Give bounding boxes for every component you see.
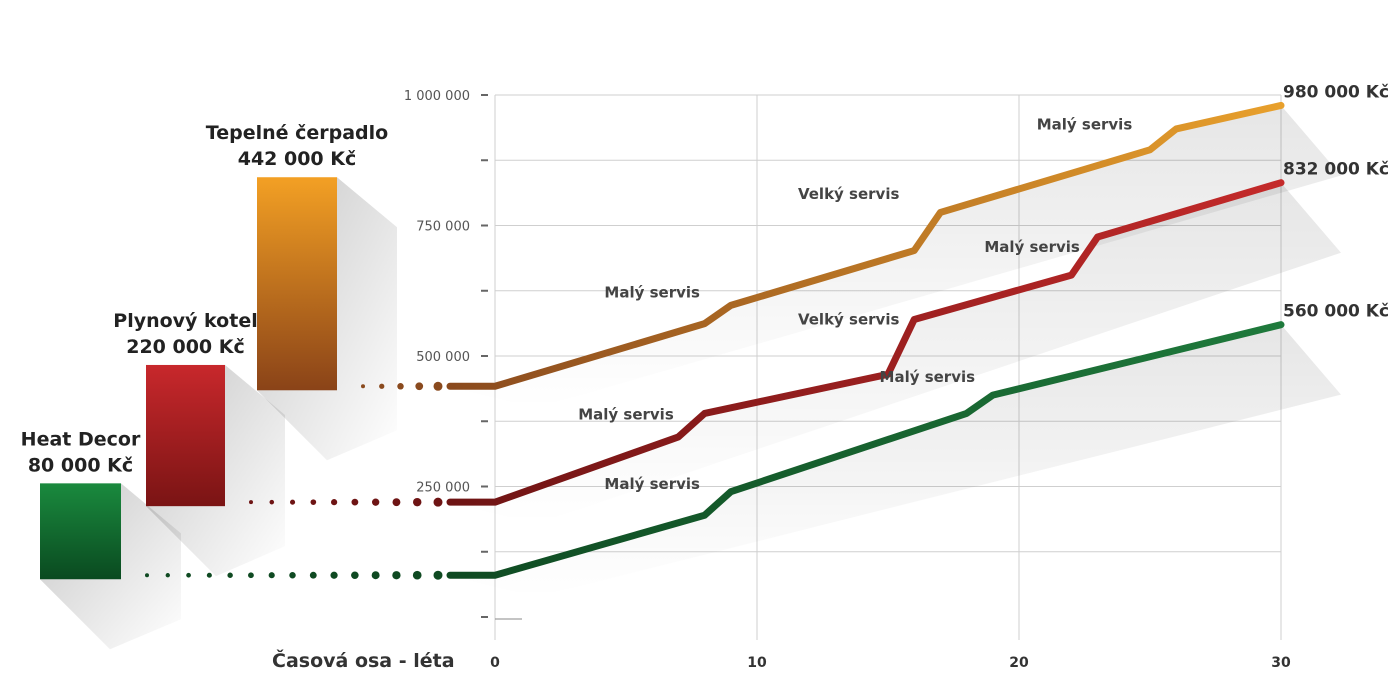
series-end-value: 832 000 Kč bbox=[1283, 160, 1389, 180]
service-annotation: Malý servis bbox=[880, 368, 976, 386]
connector-dot bbox=[397, 383, 404, 390]
connector-dot bbox=[309, 571, 317, 579]
connector-dot bbox=[371, 571, 380, 580]
connector-dot bbox=[145, 573, 149, 578]
connector-dot bbox=[331, 499, 338, 506]
connector-dot bbox=[268, 572, 275, 579]
annotations: Malý servis Velký servis Malý servis Malý s… bbox=[578, 115, 1132, 493]
connector-dot bbox=[433, 570, 443, 580]
service-annotation: Velký servis bbox=[798, 311, 899, 329]
connector-dot bbox=[379, 383, 385, 389]
connector-dot bbox=[248, 572, 254, 579]
bar-3 bbox=[40, 483, 121, 580]
service-annotation: Malý servis bbox=[578, 406, 674, 424]
service-annotation: Malý servis bbox=[604, 284, 700, 302]
shadows bbox=[40, 105, 1341, 650]
connector-dot bbox=[330, 571, 338, 579]
x-tick-label: 20 bbox=[1009, 655, 1029, 671]
bar-initial-cost: 80 000 Kč bbox=[28, 454, 133, 476]
connector-dot bbox=[412, 570, 422, 580]
connector-dot bbox=[206, 572, 212, 578]
x-tick-label: 30 bbox=[1271, 655, 1291, 671]
series-line-3 bbox=[446, 321, 1285, 579]
y-tick-label: 500 000 bbox=[416, 350, 470, 365]
series-line-2 bbox=[446, 179, 1285, 506]
bar-initial-cost: 220 000 Kč bbox=[126, 336, 245, 358]
y-tick-label: 250 000 bbox=[416, 481, 470, 496]
series-lines bbox=[446, 101, 1285, 579]
bar-initial-cost: 442 000 Kč bbox=[238, 148, 357, 170]
connector-dot bbox=[433, 381, 443, 391]
connector-dot bbox=[433, 497, 443, 507]
bar-series-name: Plynový kotel bbox=[113, 310, 257, 332]
service-annotation: Malý servis bbox=[604, 475, 700, 493]
bar-1 bbox=[257, 177, 337, 391]
connector-dot bbox=[413, 497, 422, 507]
connector-dot bbox=[290, 499, 296, 505]
series-end-value: 980 000 Kč bbox=[1283, 82, 1389, 102]
bar-2 bbox=[146, 364, 225, 507]
series-line-1 bbox=[446, 101, 1285, 390]
x-axis-title: Časová osa - léta bbox=[272, 648, 455, 672]
series-end-value: 560 000 Kč bbox=[1283, 302, 1389, 322]
connector-dot bbox=[186, 572, 191, 578]
connector-dot bbox=[289, 571, 296, 579]
line-shadow bbox=[450, 324, 1341, 598]
bar-series-name: Heat Decor bbox=[21, 428, 141, 450]
connector-dot bbox=[392, 571, 401, 580]
service-annotation: Velký servis bbox=[798, 185, 899, 203]
y-tick-label: 1 000 000 bbox=[404, 89, 470, 104]
connector-dot bbox=[165, 573, 170, 578]
connector-dot bbox=[415, 382, 424, 391]
connector-dot bbox=[227, 572, 233, 578]
connector-dot bbox=[269, 499, 275, 505]
service-annotation: Malý servis bbox=[984, 238, 1080, 256]
service-annotation: Malý servis bbox=[1037, 115, 1133, 133]
labels: Časová osa - léta 250 000 500 000 750 000 1… bbox=[21, 82, 1389, 672]
initial-cost-bars bbox=[40, 177, 337, 580]
connector-dot bbox=[392, 498, 401, 507]
x-tick-label: 0 bbox=[490, 655, 500, 671]
connector-dot bbox=[361, 384, 365, 389]
connector-dot bbox=[351, 498, 359, 506]
connector-dot bbox=[249, 500, 253, 505]
bar-series-name: Tepelné čerpadlo bbox=[206, 122, 388, 144]
y-tick-label: 750 000 bbox=[416, 220, 470, 235]
connector-dot bbox=[372, 498, 380, 506]
line-shadow bbox=[450, 182, 1341, 525]
x-tick-label: 10 bbox=[747, 655, 767, 671]
connector-dot bbox=[351, 571, 359, 580]
connector-dots bbox=[145, 381, 443, 580]
connector-dot bbox=[310, 499, 317, 505]
